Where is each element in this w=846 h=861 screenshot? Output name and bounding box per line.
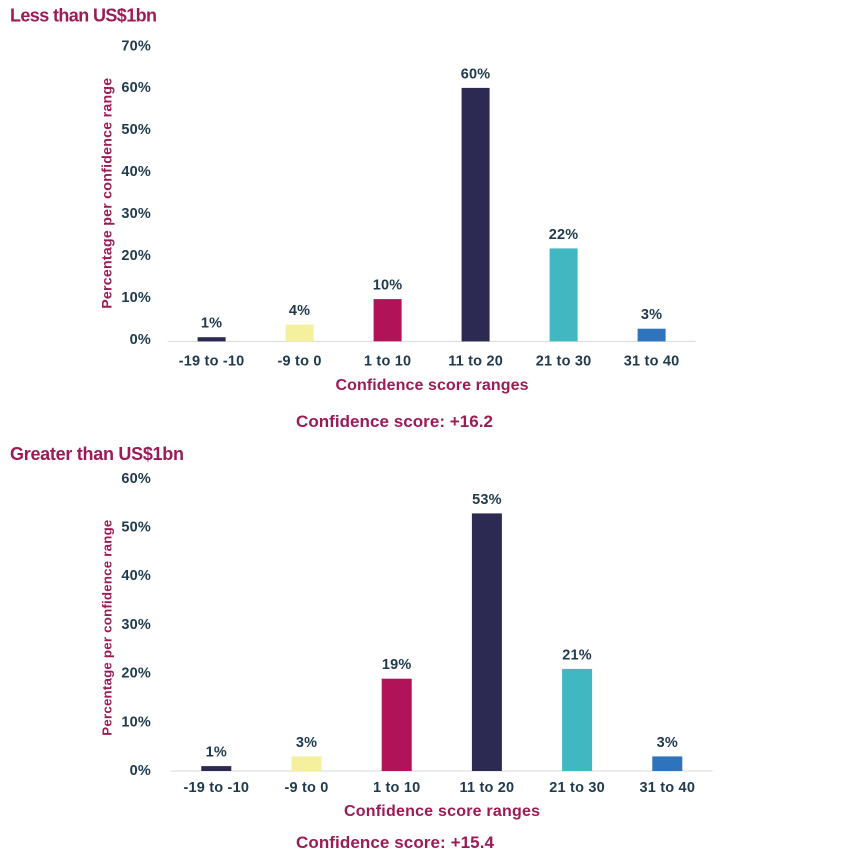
svg-text:0%: 0%: [130, 763, 151, 779]
svg-text:50%: 50%: [121, 122, 151, 138]
svg-text:Confidence score: +15.4: Confidence score: +15.4: [296, 833, 495, 852]
svg-text:31 to 40: 31 to 40: [639, 780, 695, 796]
svg-text:3%: 3%: [296, 735, 317, 751]
svg-text:0%: 0%: [130, 332, 151, 348]
svg-text:60%: 60%: [121, 80, 151, 96]
svg-text:53%: 53%: [472, 492, 502, 508]
svg-text:10%: 10%: [373, 278, 403, 294]
svg-text:11 to 20: 11 to 20: [448, 353, 503, 369]
svg-text:-19 to -10: -19 to -10: [183, 780, 249, 796]
svg-text:40%: 40%: [121, 164, 151, 180]
svg-text:1 to 10: 1 to 10: [364, 353, 411, 369]
svg-text:1%: 1%: [201, 316, 222, 332]
svg-text:-9 to 0: -9 to 0: [278, 353, 322, 369]
svg-text:20%: 20%: [121, 248, 151, 264]
svg-text:Confidence score ranges: Confidence score ranges: [344, 803, 540, 820]
svg-text:11 to 20: 11 to 20: [459, 780, 514, 796]
svg-text:30%: 30%: [121, 617, 151, 633]
svg-text:21 to 30: 21 to 30: [536, 353, 592, 369]
svg-text:19%: 19%: [382, 657, 412, 673]
svg-text:Less than US$1bn: Less than US$1bn: [10, 6, 157, 26]
svg-text:70%: 70%: [121, 38, 151, 54]
svg-text:3%: 3%: [641, 307, 662, 323]
svg-text:Confidence score: +16.2: Confidence score: +16.2: [296, 412, 493, 431]
svg-text:Greater than US$1bn: Greater than US$1bn: [10, 444, 184, 464]
svg-text:22%: 22%: [549, 227, 579, 243]
svg-text:10%: 10%: [121, 290, 151, 306]
svg-text:21 to 30: 21 to 30: [549, 780, 605, 796]
svg-text:1%: 1%: [206, 745, 227, 761]
svg-text:40%: 40%: [121, 568, 151, 584]
svg-text:60%: 60%: [461, 66, 491, 82]
svg-text:21%: 21%: [562, 647, 592, 663]
svg-text:Percentage per confidence rang: Percentage per confidence range: [100, 520, 115, 736]
svg-text:-9 to 0: -9 to 0: [284, 780, 328, 796]
svg-text:-19 to -10: -19 to -10: [179, 353, 245, 369]
svg-text:20%: 20%: [121, 666, 151, 682]
svg-text:50%: 50%: [121, 520, 151, 536]
svg-text:4%: 4%: [289, 303, 310, 319]
svg-text:31 to 40: 31 to 40: [624, 353, 680, 369]
svg-text:10%: 10%: [121, 714, 151, 730]
svg-text:3%: 3%: [657, 735, 678, 751]
svg-text:30%: 30%: [121, 206, 151, 222]
svg-text:Confidence score ranges: Confidence score ranges: [336, 377, 529, 394]
svg-text:Percentage per confidence rang: Percentage per confidence range: [100, 78, 116, 309]
svg-text:60%: 60%: [121, 471, 151, 487]
svg-text:1 to 10: 1 to 10: [373, 780, 420, 796]
